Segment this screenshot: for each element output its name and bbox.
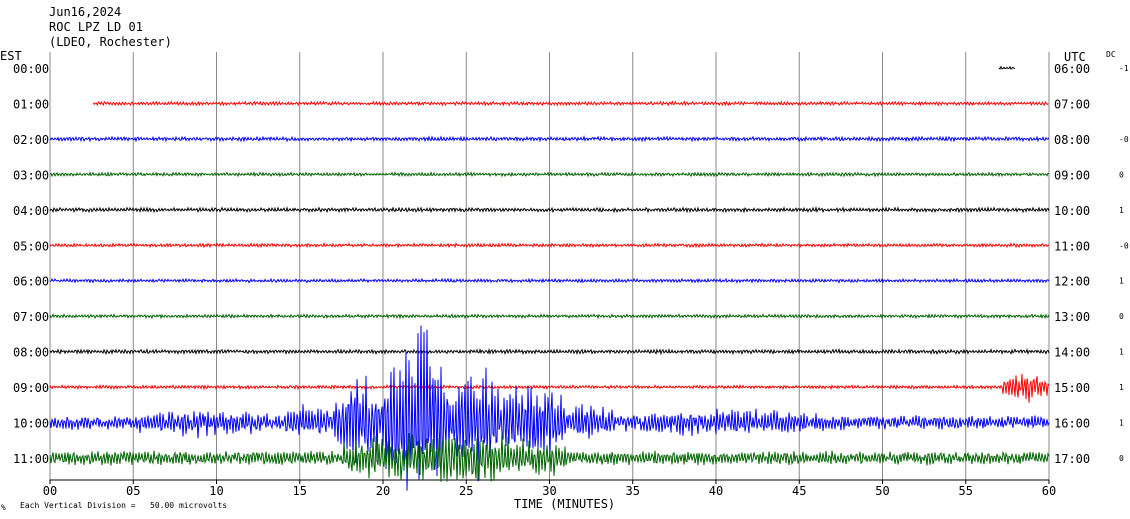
x-tick-label: 00: [43, 484, 57, 498]
dc-axis-title: DC: [1106, 50, 1116, 59]
header-station: ROC LPZ LD 01: [49, 20, 143, 34]
utc-time-label: 06:00: [1054, 62, 1090, 76]
header-network: (LDEO, Rochester): [49, 35, 172, 49]
dc-value: 0: [1119, 454, 1124, 463]
dc-value: 1: [1119, 348, 1124, 357]
header-date: Jun16,2024: [49, 5, 121, 19]
est-time-label: 01:00: [13, 97, 49, 111]
est-time-label: 00:00: [13, 62, 49, 76]
est-time-label: 08:00: [13, 346, 49, 360]
est-time-label: 06:00: [13, 275, 49, 289]
corner-mark: %: [1, 503, 6, 512]
trace-0200: [49, 135, 1050, 143]
utc-time-label: 12:00: [1054, 275, 1090, 289]
x-axis-label: TIME (MINUTES): [514, 497, 615, 511]
est-time-label: 10:00: [13, 417, 49, 431]
est-time-label: 02:00: [13, 133, 49, 147]
dc-value: -0: [1119, 135, 1129, 144]
trace-0600: [49, 277, 1050, 284]
utc-time-label: 13:00: [1054, 310, 1090, 324]
x-tick-label: 50: [875, 484, 889, 498]
dc-value: 0: [1119, 170, 1124, 179]
est-time-label: 11:00: [13, 452, 49, 466]
est-time-label: 07:00: [13, 310, 49, 324]
est-time-label: 03:00: [13, 168, 49, 182]
est-time-label: 09:00: [13, 381, 49, 395]
scale-note: Each Vertical Division = 50.00 microvolt…: [20, 501, 227, 510]
trace-0100: [92, 100, 1049, 107]
dc-value: 1: [1119, 419, 1124, 428]
utc-time-label: 15:00: [1054, 381, 1090, 395]
dc-labels: -1 -0 0 1 -0 1 0 1 1 1 0: [1119, 64, 1129, 463]
x-tick-label: 15: [293, 484, 307, 498]
x-tick-label: 25: [459, 484, 473, 498]
dc-value: 1: [1119, 206, 1124, 215]
x-tick-label: 35: [626, 484, 640, 498]
x-tick-label: 40: [709, 484, 723, 498]
trace-0400: [49, 205, 1050, 214]
trace-0700: [49, 312, 1050, 320]
x-tick-labels: 00 05 10 15 20 25 30 35 40 45 50 55 60: [43, 480, 1056, 498]
x-tick-label: 20: [376, 484, 390, 498]
trace-0300: [49, 171, 1049, 178]
utc-time-label: 17:00: [1054, 452, 1090, 466]
utc-axis-title: UTC: [1064, 50, 1086, 64]
utc-time-label: 16:00: [1054, 417, 1090, 431]
seismogram-traces: [49, 65, 1050, 491]
est-time-labels: 00:00 01:00 02:00 03:00 04:00 05:00 06:00 07:00…: [13, 62, 49, 466]
dc-value: 0: [1119, 312, 1124, 321]
utc-time-label: 10:00: [1054, 204, 1090, 218]
est-axis-title: EST: [0, 49, 22, 63]
utc-time-label: 14:00: [1054, 346, 1090, 360]
trace-1000: [49, 325, 1050, 491]
x-tick-label: 55: [959, 484, 973, 498]
trace-0500: [49, 242, 1050, 249]
utc-time-labels: 06:00 07:00 08:00 09:00 10:00 11:00 12:00 13:00…: [1054, 62, 1090, 466]
dc-value: -0: [1119, 241, 1129, 250]
trace-0000: [998, 65, 1016, 70]
utc-time-label: 07:00: [1054, 97, 1090, 111]
x-tick-label: 30: [542, 484, 556, 498]
trace-0900: [49, 373, 1050, 403]
trace-0800: [49, 347, 1050, 356]
x-tick-label: 60: [1042, 484, 1056, 498]
dc-value: 1: [1119, 383, 1124, 392]
est-time-label: 05:00: [13, 239, 49, 253]
x-tick-label: 05: [126, 484, 140, 498]
trace-1100: [49, 433, 1050, 482]
x-tick-label: 45: [792, 484, 806, 498]
est-time-label: 04:00: [13, 204, 49, 218]
utc-time-label: 08:00: [1054, 133, 1090, 147]
utc-time-label: 09:00: [1054, 168, 1090, 182]
utc-time-label: 11:00: [1054, 239, 1090, 253]
dc-value: -1: [1119, 64, 1129, 73]
dc-value: 1: [1119, 277, 1124, 286]
x-tick-label: 10: [209, 484, 223, 498]
